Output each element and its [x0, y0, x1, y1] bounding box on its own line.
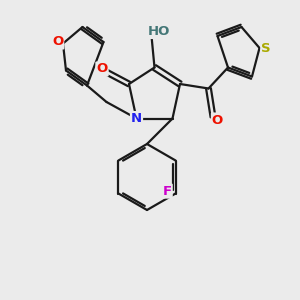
- Text: O: O: [212, 113, 223, 127]
- Text: S: S: [261, 41, 271, 55]
- Text: F: F: [163, 184, 172, 198]
- Text: HO: HO: [148, 25, 170, 38]
- Text: N: N: [131, 112, 142, 125]
- Text: O: O: [96, 62, 108, 76]
- Text: O: O: [52, 35, 63, 49]
